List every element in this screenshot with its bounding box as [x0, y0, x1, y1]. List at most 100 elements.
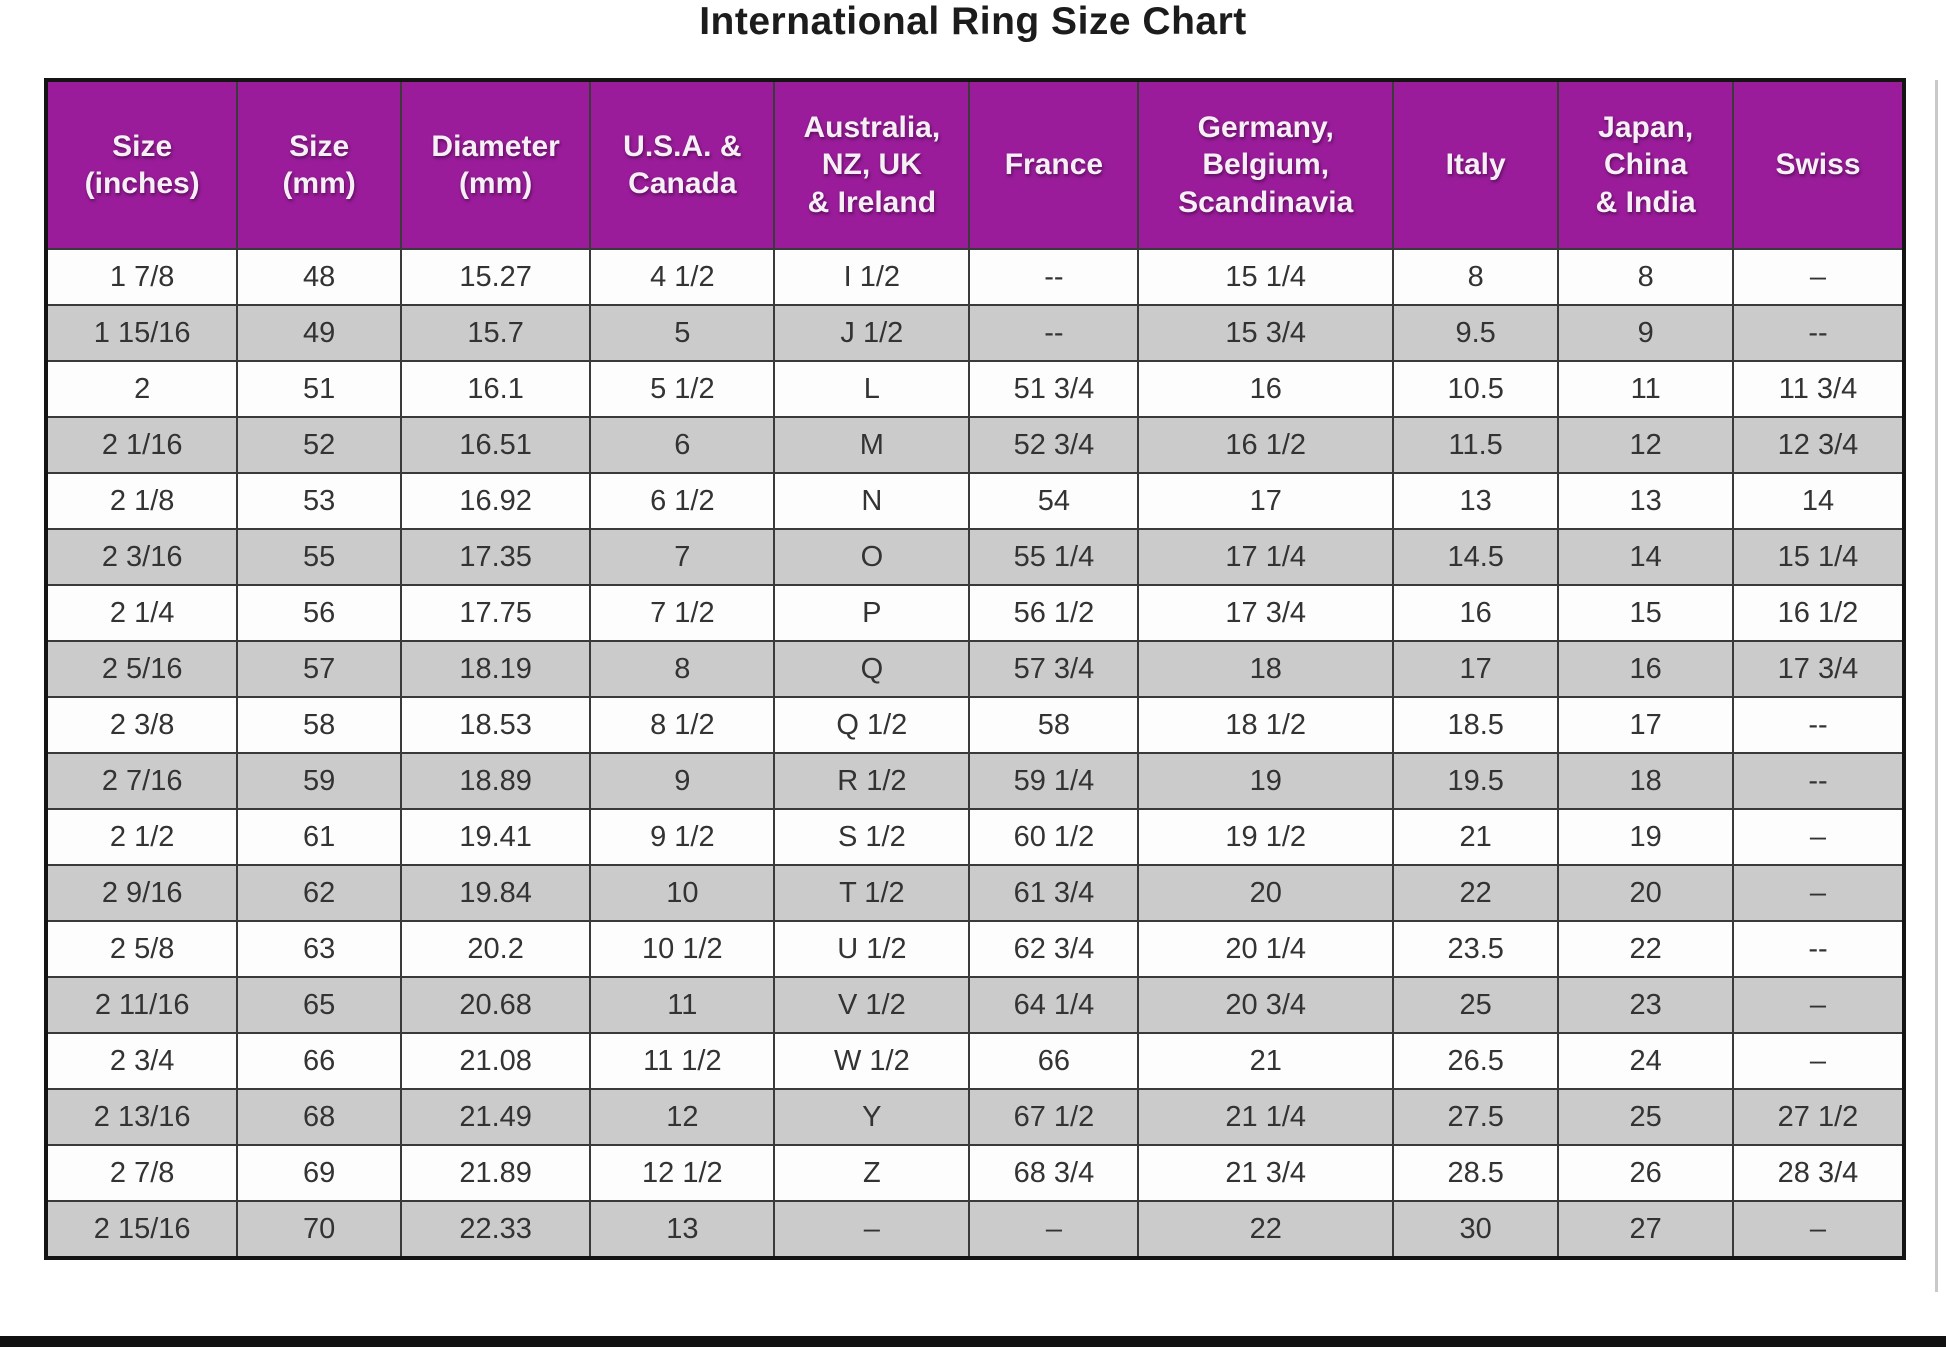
table-cell: 1 7/8: [44, 248, 239, 306]
table-cell: 2 1/8: [44, 472, 239, 530]
table-cell: 21 1/4: [1137, 1088, 1394, 1146]
table-cell: O: [773, 528, 971, 586]
column-header: U.S.A. & Canada: [589, 79, 776, 250]
table-cell: 17 1/4: [1137, 528, 1394, 586]
table-cell: 25: [1557, 1088, 1734, 1146]
table-cell: 25: [1391, 976, 1560, 1034]
column-header: Swiss: [1731, 79, 1906, 250]
table-cell: P: [773, 584, 971, 642]
table-cell: 19.41: [399, 808, 592, 866]
bottom-border-bar: [0, 1336, 1946, 1347]
table-cell: 58: [968, 696, 1140, 754]
header-row: Size (inches) Size (mm) Diameter (mm) U.S.A…: [44, 79, 1906, 250]
table-cell: M: [773, 416, 971, 474]
table-cell: 15.7: [399, 304, 592, 362]
table-cell: 27: [1557, 1200, 1734, 1259]
table-cell: 17: [1137, 472, 1394, 530]
table-cell: 11.5: [1391, 416, 1560, 474]
table-cell: 28.5: [1391, 1144, 1560, 1202]
table-cell: U 1/2: [773, 920, 971, 978]
table-row: 2 13/16 68 21.49 12 Y 67 1/2 21 1/4 27.5 25 27 1/…: [44, 1088, 1906, 1146]
table-cell: –: [1731, 1032, 1906, 1090]
table-cell: N: [773, 472, 971, 530]
table-cell: 4 1/2: [589, 248, 776, 306]
table-cell: 20: [1557, 864, 1734, 922]
table-cell: 22.33: [399, 1200, 592, 1259]
table-cell: 18 1/2: [1137, 696, 1394, 754]
column-header: Size (inches): [44, 79, 239, 250]
table-cell: 16: [1557, 640, 1734, 698]
table-cell: 2: [44, 360, 239, 418]
table-cell: 19: [1137, 752, 1394, 810]
table-cell: 9: [589, 752, 776, 810]
table-cell: –: [1731, 808, 1906, 866]
table-cell: 59 1/4: [968, 752, 1140, 810]
table-cell: 26.5: [1391, 1032, 1560, 1090]
table-cell: 15 1/4: [1137, 248, 1394, 306]
table-cell: 27 1/2: [1731, 1088, 1906, 1146]
table-cell: 26: [1557, 1144, 1734, 1202]
table-cell: 68 3/4: [968, 1144, 1140, 1202]
table-cell: 20: [1137, 864, 1394, 922]
table-cell: –: [1731, 248, 1906, 306]
table-cell: 11 1/2: [589, 1032, 776, 1090]
table-body: 1 7/8 48 15.27 4 1/2 I 1/2 -- 15 1/4 8 8–1 15/16…: [44, 248, 1906, 1259]
table-cell: 14.5: [1391, 528, 1560, 586]
table-cell: 65: [236, 976, 402, 1034]
table-cell: –: [773, 1200, 971, 1259]
table-cell: 16 1/2: [1731, 584, 1906, 642]
page-title: International Ring Size Chart: [699, 0, 1247, 43]
table-cell: 70: [236, 1200, 402, 1259]
table-row: 2 9/16 62 19.84 10 T 1/2 61 3/4 20 22 20–: [44, 864, 1906, 922]
table-row: 2 5/8 63 20.2 10 1/2 U 1/2 62 3/4 20 1/4 23.5 22…: [44, 920, 1906, 978]
table-row: 1 15/16 49 15.7 5 J 1/2 -- 15 3/4 9.5 9 --: [44, 304, 1906, 362]
table-cell: 14: [1731, 472, 1906, 530]
column-header: Australia, NZ, UK & Ireland: [773, 79, 971, 250]
table-cell: 21: [1137, 1032, 1394, 1090]
table-cell: --: [1731, 920, 1906, 978]
table-cell: S 1/2: [773, 808, 971, 866]
table-row: 2 5/16 57 18.19 8 Q 57 3/4 18 17 16 17 3/4: [44, 640, 1906, 698]
table-cell: 55: [236, 528, 402, 586]
table-cell: 1 15/16: [44, 304, 239, 362]
right-edge-line: [1935, 80, 1938, 1292]
table-cell: 66: [236, 1032, 402, 1090]
table-cell: 51 3/4: [968, 360, 1140, 418]
table-cell: 15: [1557, 584, 1734, 642]
table-cell: 68: [236, 1088, 402, 1146]
table-cell: 2 15/16: [44, 1200, 239, 1259]
table-cell: 22: [1391, 864, 1560, 922]
table-cell: 18.5: [1391, 696, 1560, 754]
table-cell: 53: [236, 472, 402, 530]
table-cell: 2 7/16: [44, 752, 239, 810]
table-cell: 24: [1557, 1032, 1734, 1090]
table-cell: 19: [1557, 808, 1734, 866]
table-cell: 21: [1391, 808, 1560, 866]
table-cell: 17 3/4: [1137, 584, 1394, 642]
table-cell: Q: [773, 640, 971, 698]
table-cell: Z: [773, 1144, 971, 1202]
table-cell: L: [773, 360, 971, 418]
table-cell: J 1/2: [773, 304, 971, 362]
table-cell: 2 3/16: [44, 528, 239, 586]
table-cell: R 1/2: [773, 752, 971, 810]
table-cell: 2 1/4: [44, 584, 239, 642]
table-cell: 2 13/16: [44, 1088, 239, 1146]
table-cell: 57 3/4: [968, 640, 1140, 698]
table-cell: 59: [236, 752, 402, 810]
table-cell: 9 1/2: [589, 808, 776, 866]
table-cell: 62: [236, 864, 402, 922]
column-header: Italy: [1391, 79, 1560, 250]
table-row: 2 1/2 61 19.41 9 1/2 S 1/2 60 1/2 19 1/2 21 19–: [44, 808, 1906, 866]
table-cell: 15 1/4: [1731, 528, 1906, 586]
table-cell: --: [968, 248, 1140, 306]
table-cell: 16: [1137, 360, 1394, 418]
table-cell: 15 3/4: [1137, 304, 1394, 362]
table-cell: –: [1731, 976, 1906, 1034]
table-cell: 12: [589, 1088, 776, 1146]
column-header: Diameter (mm): [399, 79, 592, 250]
column-header: Japan, China & India: [1557, 79, 1734, 250]
table-cell: 17.35: [399, 528, 592, 586]
table-cell: 23: [1557, 976, 1734, 1034]
